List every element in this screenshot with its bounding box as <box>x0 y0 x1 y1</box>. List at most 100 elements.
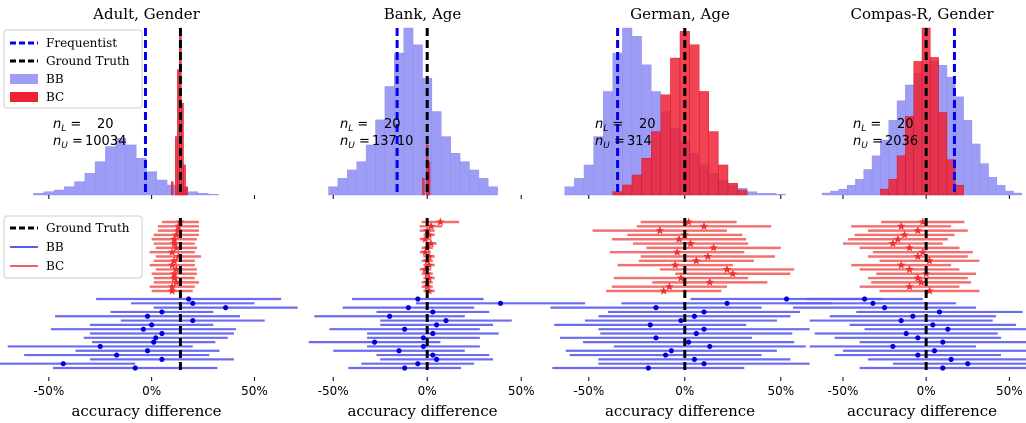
bc-point <box>893 234 903 243</box>
x-tick-label: 50% <box>767 384 794 398</box>
x-tick-label: 0% <box>675 384 694 398</box>
bb-hist-bar <box>146 171 157 196</box>
bc-point <box>170 269 179 278</box>
bb-point <box>645 365 651 371</box>
bb-hist-bar <box>53 189 65 196</box>
bc-point <box>665 282 674 291</box>
bb-hist-bar <box>955 96 964 196</box>
bc-point <box>659 286 668 295</box>
bb-hist-bar <box>756 193 767 196</box>
bb-point <box>701 326 707 332</box>
bc-point <box>905 282 914 291</box>
bc-point <box>421 234 430 243</box>
bb-point <box>223 305 229 311</box>
bb-point <box>783 296 790 302</box>
bb-hist-bar <box>84 173 96 196</box>
legend-bc-swatch <box>10 92 38 102</box>
bc-point <box>900 230 909 239</box>
bb-hist-bar <box>574 178 585 196</box>
bb-point <box>890 343 896 350</box>
n-l-annotation: nL = 20 <box>53 117 114 134</box>
bb-hist-bar <box>863 169 873 196</box>
bc-point <box>172 277 181 286</box>
bb-point <box>915 352 921 358</box>
bc-hist-bar <box>689 44 700 196</box>
bc-point <box>436 217 445 226</box>
bb-point <box>430 352 436 358</box>
bc-hist-bar <box>880 188 889 196</box>
bc-point <box>424 230 434 239</box>
bb-point <box>881 305 888 311</box>
legend-frequentist-label: Frequentist <box>46 36 117 50</box>
bc-hist-bar <box>955 184 964 196</box>
bb-hist-bar <box>838 188 848 196</box>
legend-bc-label: BC <box>46 90 64 104</box>
bb-hist-bar <box>207 193 219 196</box>
bb-point <box>132 365 138 371</box>
bc-point <box>426 221 436 230</box>
bb-point <box>434 322 440 328</box>
bc-point <box>167 247 177 256</box>
bb-point <box>931 348 938 354</box>
bc-point <box>918 217 928 226</box>
bb-point <box>945 326 951 332</box>
bc-point <box>692 256 701 265</box>
x-axis-label: accuracy difference <box>71 402 221 420</box>
bb-point <box>936 309 943 315</box>
legend-bb-swatch <box>10 74 38 84</box>
bb-point <box>930 322 936 328</box>
bb-hist-bar <box>43 191 55 196</box>
n-u-annotation: nU = 10034 <box>53 134 126 151</box>
bc-point <box>167 282 177 291</box>
n-l-annotation: nL = 20 <box>595 117 656 134</box>
bb-hist-bar <box>564 186 575 196</box>
bb-point <box>653 305 659 311</box>
bb-point <box>151 339 157 345</box>
bb-point <box>402 365 408 371</box>
bb-hist-bar <box>583 164 594 196</box>
bc-point <box>905 243 914 252</box>
bc-point <box>916 277 926 286</box>
bc-point <box>684 217 693 226</box>
bb-point <box>140 326 147 332</box>
bb-point <box>159 330 165 337</box>
bb-hist-bar <box>846 184 856 196</box>
bb-hist-bar <box>403 27 414 196</box>
bb-point <box>405 305 411 311</box>
bb-point <box>915 335 921 341</box>
bc-point <box>896 221 906 230</box>
bc-point <box>674 234 684 243</box>
bb-point <box>647 322 653 328</box>
bb-point <box>153 335 159 341</box>
bc-hist-bar <box>622 184 633 196</box>
bb-point <box>434 356 440 362</box>
bc-hist-bar <box>930 57 939 196</box>
bb-point <box>898 317 904 324</box>
legend-top: Frequentist Ground Truth BB BC <box>3 29 143 109</box>
bc-point <box>676 273 686 282</box>
bb-hist-bar <box>94 161 106 196</box>
panel-title: Bank, Age <box>384 5 462 23</box>
bc-hist-bar <box>718 164 729 196</box>
bb-hist-bar <box>1013 192 1023 196</box>
bb-hist-bar <box>441 136 451 196</box>
bc-point <box>728 269 738 278</box>
x-tick-label: 0% <box>418 384 437 398</box>
bb-point <box>144 348 151 354</box>
bc-hist-bar <box>913 61 923 196</box>
bc-point <box>421 247 430 256</box>
legend-bottom: Ground Truth BB BC <box>3 215 143 279</box>
bc-point <box>888 239 898 248</box>
bc-point <box>672 247 682 256</box>
bb-hist-bar <box>622 27 633 196</box>
x-tick-label: 50% <box>241 384 268 398</box>
bc-point <box>172 243 181 252</box>
bb-hist-bar <box>125 144 137 196</box>
bb-hist-bar <box>980 163 989 196</box>
bc-point <box>925 256 934 265</box>
bb-point <box>149 322 155 328</box>
legend-bottom-ground-truth-label: Ground Truth <box>46 221 130 235</box>
bc-point <box>424 252 434 261</box>
